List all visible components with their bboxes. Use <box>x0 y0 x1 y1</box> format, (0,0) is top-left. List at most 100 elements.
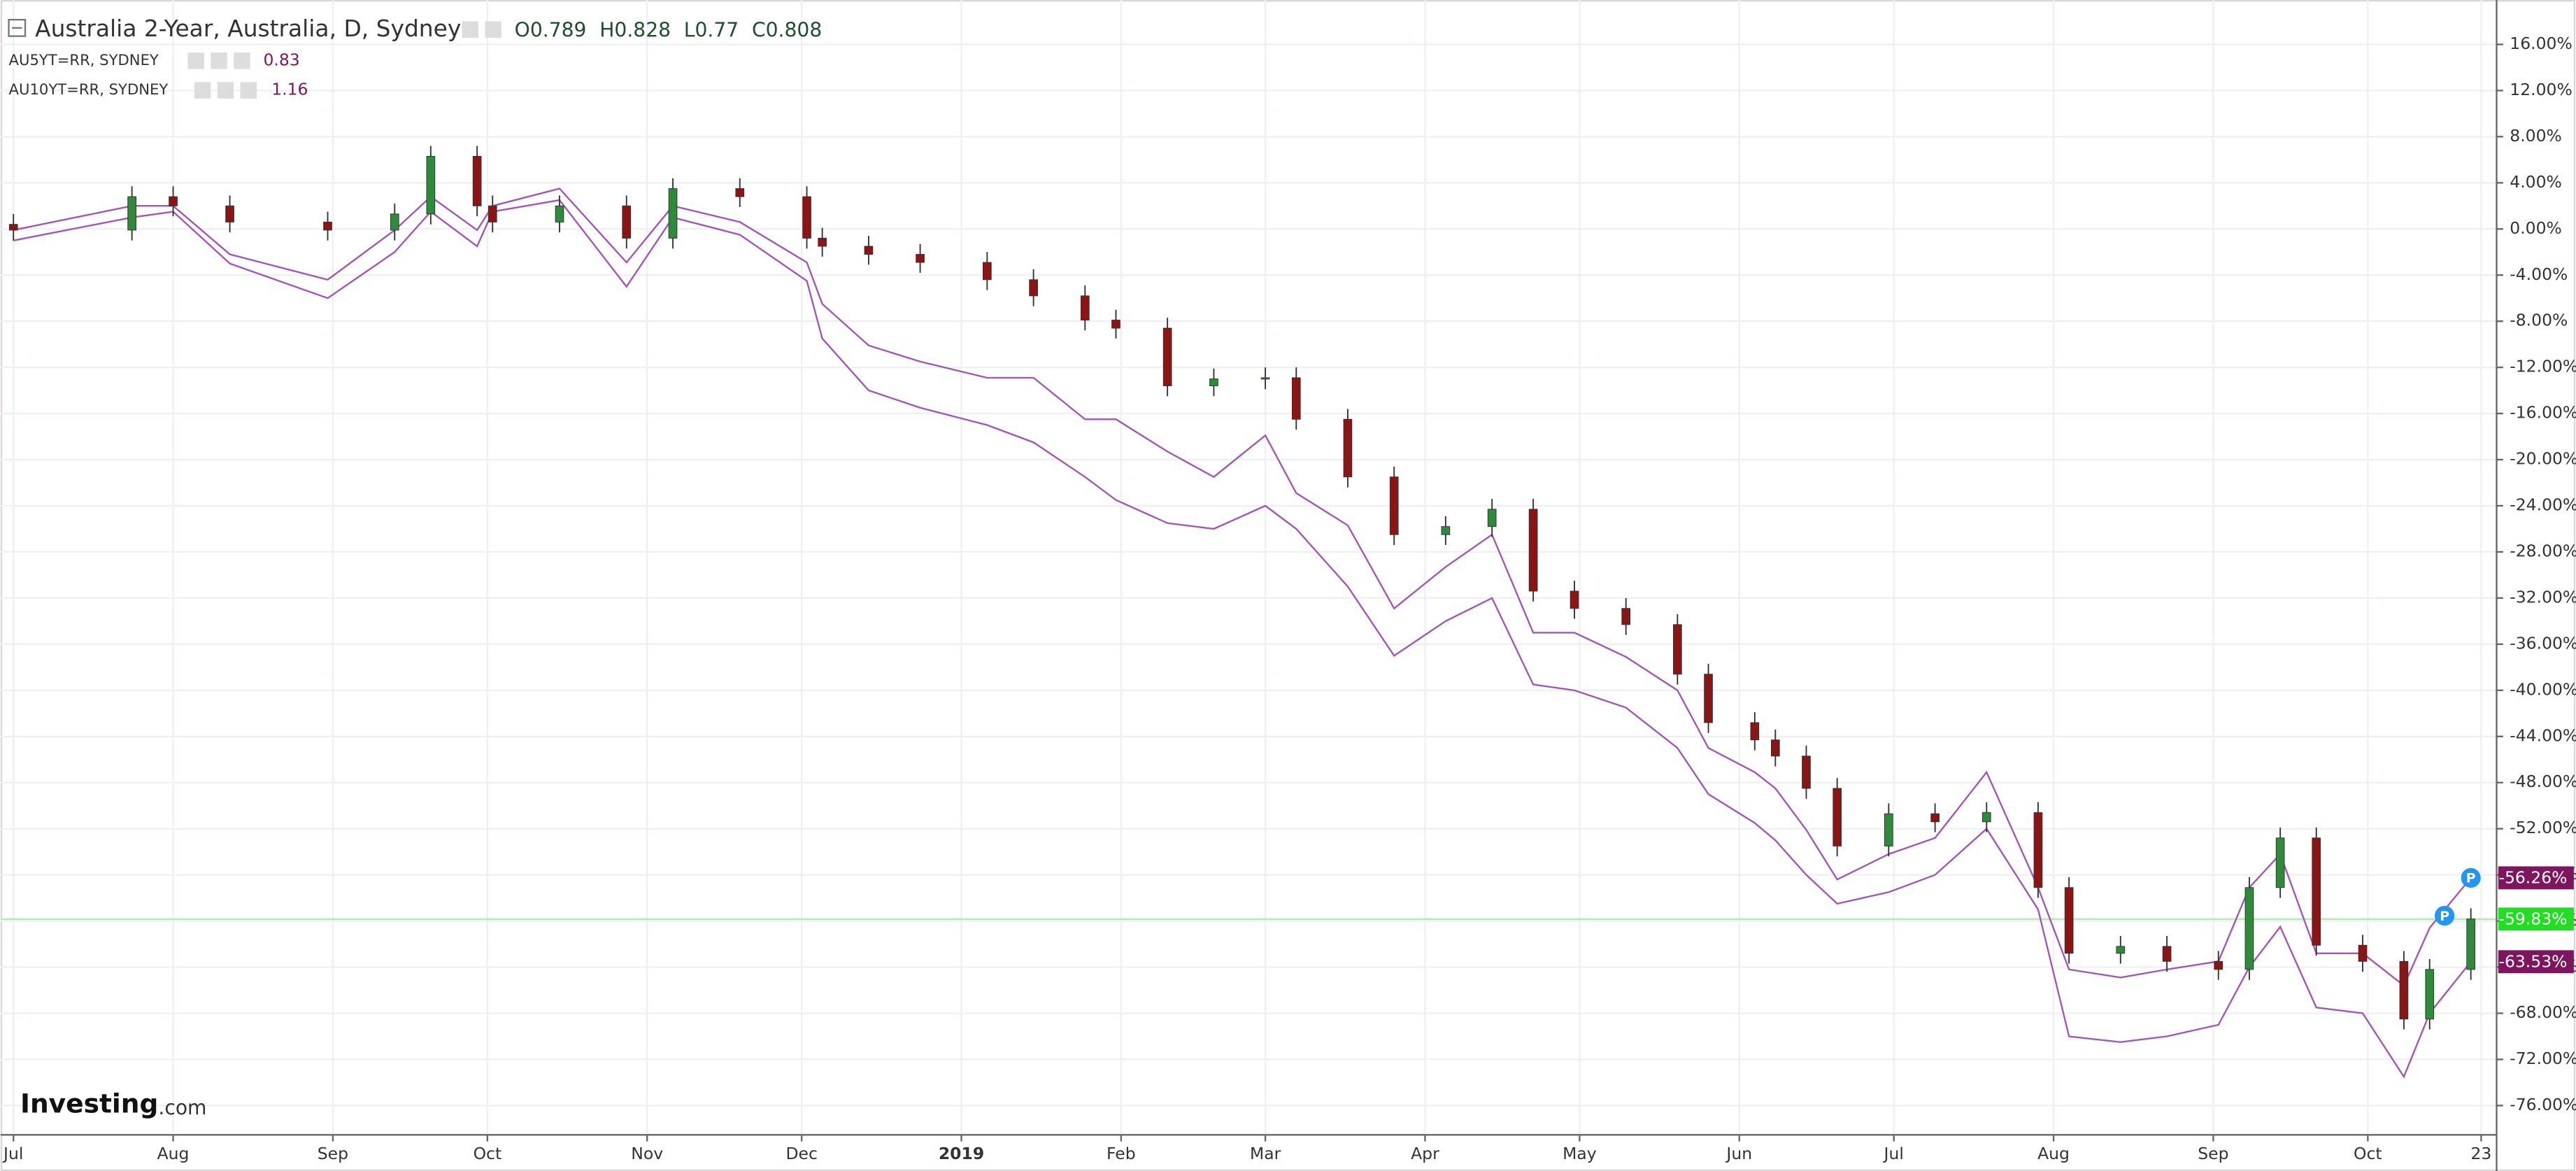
candle-body <box>2033 812 2043 888</box>
y-tick-label: -68.00% <box>2510 1002 2576 1022</box>
candle-body <box>8 224 18 231</box>
candle-body <box>1209 378 1218 387</box>
candle-body <box>2162 946 2172 962</box>
ohlc-key: L <box>684 19 695 42</box>
candle-body <box>1343 418 1353 478</box>
y-tick-label: -40.00% <box>2510 679 2576 699</box>
settings-icon[interactable] <box>485 21 501 38</box>
plot-area: PP <box>0 146 2497 1079</box>
legend-icon[interactable] <box>217 82 234 99</box>
x-tick-label: Jul <box>2 1144 23 1163</box>
candle-body <box>1750 722 1760 741</box>
candle-body <box>555 205 564 222</box>
candle-body <box>983 262 992 281</box>
y-tick-label: -24.00% <box>2510 495 2576 515</box>
x-tick-label: Oct <box>474 1144 502 1163</box>
y-tick-label: 0.00% <box>2510 218 2562 238</box>
candle-body <box>1673 624 1682 675</box>
legend-icon[interactable] <box>240 82 257 99</box>
candle-body <box>2214 960 2223 970</box>
y-tick-label: 16.00% <box>2510 34 2572 53</box>
y-tick-label: -52.00% <box>2510 818 2576 837</box>
y-tick-label: -8.00% <box>2510 311 2568 330</box>
candle-body <box>169 196 178 206</box>
candle-body <box>2399 960 2409 1020</box>
axes: 16.00% 12.00% 8.00% 4.00% 0.00% -4.00% -8.00% -… <box>2 34 2576 1163</box>
candle-body <box>2116 946 2126 954</box>
candle-body <box>802 196 811 239</box>
y-tick-label: -28.00% <box>2510 541 2576 560</box>
y-tick-label: -20.00% <box>2510 449 2576 469</box>
candle-body <box>1111 320 1120 329</box>
legend-icon[interactable] <box>187 52 204 69</box>
x-tick-label: Sep <box>318 1144 348 1163</box>
candle-body <box>1570 590 1579 609</box>
candle-body <box>127 196 136 231</box>
ohlc-value: 0.808 <box>766 19 823 42</box>
legend: Australia 2-Year, Australia, D, Sydney O… <box>8 15 823 99</box>
ohlc-key: O <box>515 19 530 42</box>
candle-body <box>1291 377 1301 420</box>
y-tick-label: -12.00% <box>2510 357 2576 376</box>
y-tick-label: -48.00% <box>2510 772 2576 791</box>
x-tick-label: Nov <box>631 1144 663 1163</box>
candle-body <box>916 254 925 263</box>
candle-body <box>1884 813 1893 846</box>
candle-body <box>1389 476 1399 535</box>
chart-title: Australia 2-Year, Australia, D, Sydney <box>35 15 461 42</box>
price-badge-label: -59.83% <box>2498 909 2567 928</box>
y-tick-label: 12.00% <box>2510 80 2572 99</box>
grid <box>0 0 2497 1134</box>
legend-icon[interactable] <box>211 52 227 69</box>
price-badge <box>2498 950 2574 974</box>
legend-icon[interactable] <box>194 82 211 99</box>
x-tick-label: Jul <box>1883 1144 1904 1163</box>
candle-body <box>488 205 497 222</box>
candle-body <box>1528 509 1538 592</box>
ohlc-value: 0.828 <box>614 19 671 42</box>
y-tick-label: -16.00% <box>2510 403 2576 423</box>
settings-icon[interactable] <box>462 21 479 38</box>
y-tick-label: -32.00% <box>2510 587 2576 606</box>
x-tick-label: May <box>1563 1144 1597 1163</box>
candle-body <box>2244 887 2254 970</box>
event-marker[interactable] <box>2435 905 2455 926</box>
legend-label: AU10YT=RR, SYDNEY <box>9 80 169 98</box>
candle-body <box>818 238 827 247</box>
event-marker-label: P <box>2440 909 2449 924</box>
y-tick-label: 4.00% <box>2510 172 2562 192</box>
candle-body <box>1260 377 1270 380</box>
y-tick-label: -36.00% <box>2510 633 2576 653</box>
price-badge-label: -63.53% <box>2498 951 2567 971</box>
comparison-line <box>13 199 2472 1079</box>
candle-body <box>1802 755 1811 789</box>
price-badge <box>2498 866 2574 890</box>
candle-body <box>2425 969 2435 1020</box>
candle-body <box>472 155 482 206</box>
comparison-line <box>13 187 2472 987</box>
event-marker[interactable] <box>2461 867 2481 888</box>
candle-body <box>426 155 436 215</box>
collapse-button[interactable] <box>8 19 27 37</box>
legend-label: AU5YT=RR, SYDNEY <box>9 51 159 69</box>
candle-body <box>1833 788 1842 846</box>
ohlc-key: H <box>599 19 614 42</box>
candle-body <box>1162 327 1172 387</box>
candle-body <box>1770 739 1780 757</box>
x-tick-label: Oct <box>2354 1144 2382 1163</box>
legend-value: 0.83 <box>263 50 299 69</box>
x-tick-label: 23 <box>2470 1144 2491 1163</box>
candle-body <box>390 213 399 231</box>
x-tick-label: Jun <box>1725 1144 1752 1163</box>
legend-icon[interactable] <box>234 52 250 69</box>
candle-body <box>1029 279 1038 297</box>
x-tick-label: Apr <box>1411 1144 1439 1163</box>
candle-body <box>1487 509 1497 527</box>
ohlc-value: 0.789 <box>530 19 587 42</box>
ohlc-key: C <box>752 19 766 42</box>
x-tick-label: Mar <box>1250 1144 1281 1163</box>
candle-body <box>2358 944 2368 962</box>
